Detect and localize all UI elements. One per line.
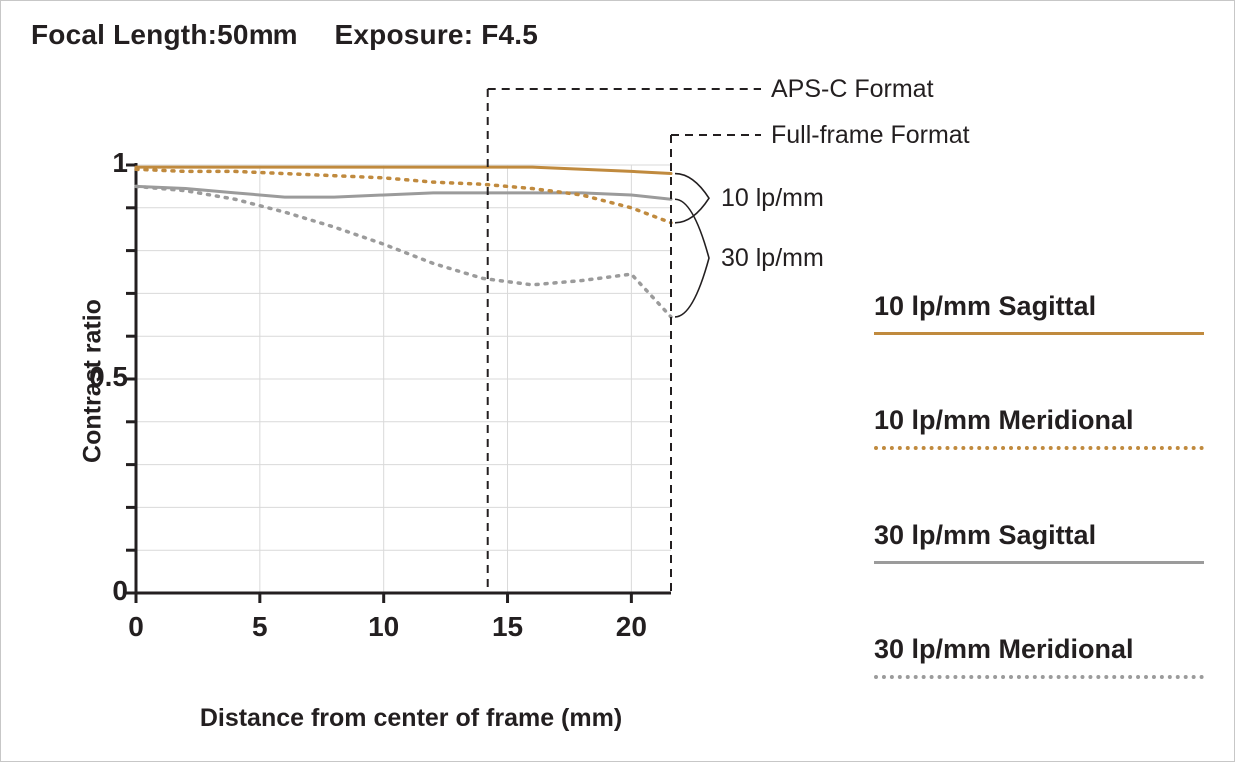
focal-length-value: 50	[217, 19, 249, 50]
legend-line-sag30	[874, 561, 1204, 564]
apsc-format-label: APS-C Format	[771, 75, 934, 104]
exposure-value: F4.5	[481, 19, 538, 50]
legend-item-sag30: 30 lp/mm Sagittal	[874, 520, 1204, 564]
legend-item-mer10: 10 lp/mm Meridional	[874, 405, 1204, 450]
ytick-0p5: 0.5	[68, 361, 128, 393]
chart-svg	[61, 73, 761, 673]
mtf-chart-frame: Focal Length:50mmExposure: F4.5 Contrast…	[0, 0, 1235, 762]
legend-label-sag30: 30 lp/mm Sagittal	[874, 520, 1204, 551]
30lpmm-group-label: 30 lp/mm	[721, 244, 824, 273]
ytick-1: 1	[98, 147, 128, 179]
exposure-label: Exposure:	[335, 19, 474, 50]
legend-item-sag10: 10 lp/mm Sagittal	[874, 291, 1204, 335]
legend-line-mer30	[874, 675, 1204, 679]
xtick-0: 0	[128, 611, 144, 643]
legend-item-mer30: 30 lp/mm Meridional	[874, 634, 1204, 679]
legend-label-mer10: 10 lp/mm Meridional	[874, 405, 1204, 436]
chart-header: Focal Length:50mm Exposure: F4.5	[31, 19, 538, 51]
10lpmm-group-label: 10 lp/mm	[721, 184, 824, 213]
legend-label-mer30: 30 lp/mm Meridional	[874, 634, 1204, 665]
legend-line-mer10	[874, 446, 1204, 450]
focal-length-label: Focal Length:	[31, 19, 217, 50]
xtick-5: 5	[252, 611, 268, 643]
chart-area	[61, 73, 761, 673]
xtick-15: 15	[492, 611, 523, 643]
legend-line-sag10	[874, 332, 1204, 335]
legend-label-sag10: 10 lp/mm Sagittal	[874, 291, 1204, 322]
legend: 10 lp/mm Sagittal 10 lp/mm Meridional 30…	[874, 291, 1204, 679]
xtick-20: 20	[616, 611, 647, 643]
xtick-10: 10	[368, 611, 399, 643]
focal-length-unit: mm	[249, 19, 297, 50]
fullframe-format-label: Full-frame Format	[771, 121, 970, 150]
ytick-0: 0	[98, 575, 128, 607]
x-axis-label: Distance from center of frame (mm)	[151, 704, 671, 733]
